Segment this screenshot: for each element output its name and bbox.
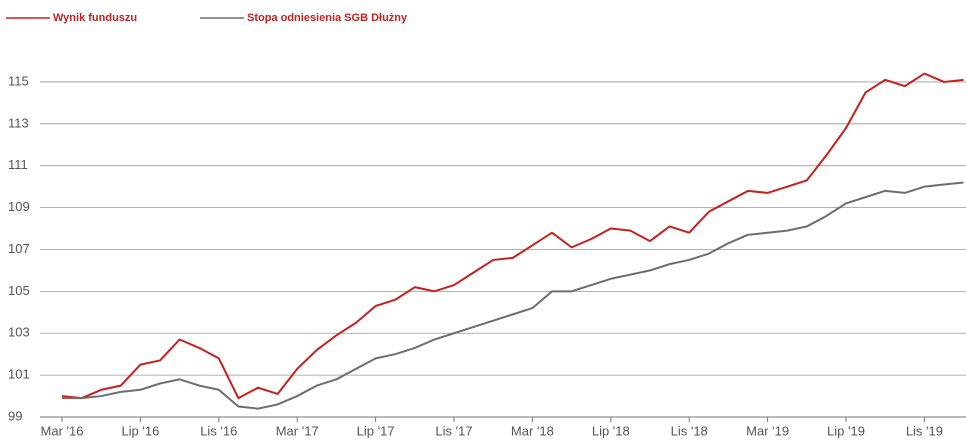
- legend-label: Stopa odniesienia SGB Dłużny: [247, 12, 408, 24]
- legend-label: Wynik funduszu: [53, 12, 137, 24]
- y-tick-label: 99: [8, 408, 22, 423]
- x-tick-label: Lis '16: [200, 423, 237, 438]
- x-tick-label: Mar '17: [276, 423, 319, 438]
- x-tick-label: Lis '18: [671, 423, 708, 438]
- y-tick-label: 107: [8, 241, 30, 256]
- x-tick-label: Lip '18: [592, 423, 630, 438]
- y-tick-label: 113: [8, 115, 29, 130]
- y-tick-label: 111: [8, 157, 28, 172]
- x-tick-label: Mar '18: [511, 423, 554, 438]
- series-line: [61, 72, 964, 400]
- x-tick-label: Lip '19: [827, 423, 865, 438]
- x-tick-label: Lip '17: [357, 423, 395, 438]
- y-tick-label: 101: [8, 367, 30, 382]
- y-tick-label: 103: [8, 325, 30, 340]
- y-tick-label: 105: [8, 283, 30, 298]
- y-tick-label: 115: [8, 73, 29, 88]
- x-tick-label: Lip '16: [121, 423, 159, 438]
- x-tick-label: Lis '17: [435, 423, 472, 438]
- y-tick-label: 109: [8, 199, 30, 214]
- x-tick-label: Lis '19: [906, 423, 943, 438]
- series-line: [62, 181, 964, 410]
- x-tick-label: Mar '19: [746, 423, 789, 438]
- x-tick-label: Mar '16: [41, 423, 84, 438]
